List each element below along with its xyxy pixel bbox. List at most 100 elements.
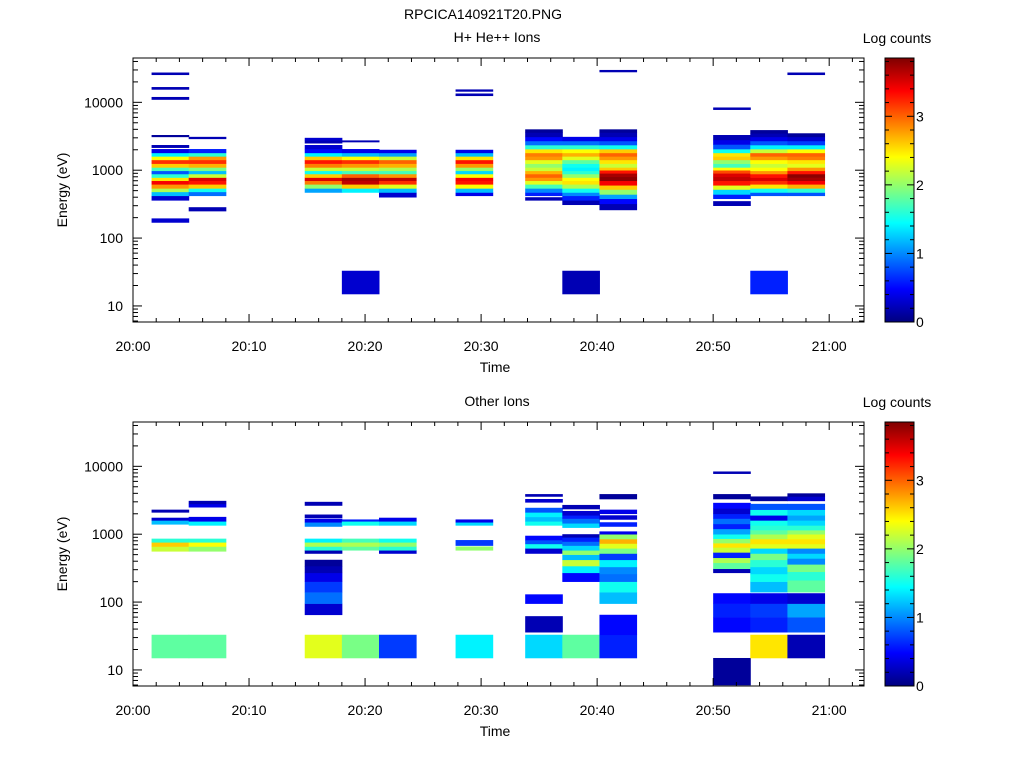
- top-heatmap-cell: [562, 195, 600, 201]
- top-heatmap-cell: [562, 167, 600, 172]
- bottom-heatmap-cell: [455, 634, 494, 659]
- top-heatmap-cell: [599, 189, 638, 195]
- bottom-heatmap-cell: [787, 580, 826, 593]
- bottom-heatmap-cell: [599, 566, 638, 575]
- top-heatmap-cell: [599, 156, 638, 161]
- figure-title: RPCICA140921T20.PNG: [404, 6, 562, 22]
- top-heatmap-cell: [304, 140, 343, 144]
- bottom-heatmap-cell: [304, 542, 343, 547]
- bottom-heatmap-cell: [525, 634, 563, 659]
- top-heatmap-cell: [525, 159, 563, 164]
- top-heatmap-cell: [341, 163, 380, 168]
- top-heatmap-cell: [599, 145, 638, 150]
- top-heatmap-cell: [188, 136, 227, 140]
- top-heatmap-cell: [378, 152, 417, 157]
- bottom-heatmap-cell: [713, 538, 751, 544]
- top-heatmap-cell: [151, 87, 190, 90]
- top-heatmap-cell: [562, 184, 600, 189]
- bottom-heatmap-cell: [750, 566, 788, 575]
- bottom-panel-ticks: 20:00 20:10 20:20 20:30 20:40 20:50 21:00 10 100…: [84, 422, 864, 718]
- top-panel-title: H+ He++ Ions: [454, 29, 541, 45]
- bottom-heatmap-cell: [304, 501, 343, 506]
- top-heatmap-cell: [525, 173, 563, 178]
- bottom-heatmap-cell: [750, 520, 788, 526]
- bottom-heatmap-cell: [599, 553, 638, 561]
- top-heatmap-cell: [599, 149, 638, 154]
- top-heatmap-cell: [151, 163, 190, 168]
- top-heatmap-cell: [341, 173, 380, 178]
- top-heatmap-cell: [341, 149, 380, 154]
- bottom-heatmap-cell: [787, 496, 826, 502]
- top-heatmap-cell: [455, 167, 494, 172]
- bottom-heatmap-cell: [750, 530, 788, 535]
- top-heatmap-cell: [713, 152, 751, 157]
- top-heatmap-cell: [750, 140, 788, 146]
- bottom-panel-y-axis-label: Energy (eV): [54, 517, 70, 592]
- bottom-heatmap-cell: [599, 634, 638, 659]
- top-heatmap-cell: [787, 145, 826, 150]
- top-heatmap-cell: [378, 149, 417, 154]
- top-heatmap-cell: [562, 170, 600, 175]
- top-heatmap-cell: [713, 135, 751, 141]
- bottom-heatmap-cell: [787, 493, 826, 497]
- top-heatmap-cell: [188, 180, 227, 185]
- top-heatmap-cell: [713, 167, 751, 171]
- top-heatmap-cell: [304, 167, 343, 172]
- top-heatmap-cell: [378, 177, 417, 182]
- top-heatmap-cell: [304, 188, 343, 193]
- bottom-heatmap-cell: [151, 634, 190, 659]
- bottom-heatmap-cell: [304, 572, 343, 582]
- top-heatmap-cell: [750, 149, 788, 154]
- bottom-heatmap-cell: [378, 542, 417, 547]
- top-heatmap-cell: [188, 152, 227, 157]
- bottom-panel-colorbar: 0 1 2 3: [884, 421, 924, 694]
- bottom-heatmap-cell: [713, 617, 751, 633]
- top-y-tick-label: 10: [107, 298, 123, 314]
- bottom-heatmap-cell: [713, 603, 751, 618]
- bottom-heatmap-cell: [304, 538, 343, 543]
- bottom-heatmap-cell: [713, 502, 751, 509]
- bottom-heatmap-cell: [787, 538, 826, 545]
- top-heatmap-cell: [787, 133, 826, 138]
- bottom-heatmap-cell: [599, 534, 638, 540]
- bottom-heatmap-cell: [455, 519, 494, 523]
- top-heatmap-cell: [750, 188, 788, 193]
- bottom-heatmap-cell: [562, 550, 600, 555]
- top-heatmap-cell: [599, 180, 638, 186]
- top-heatmap-cell: [599, 167, 638, 171]
- top-heatmap-cell: [304, 173, 343, 178]
- top-heatmap-cell: [599, 170, 638, 174]
- top-heatmap-cell: [378, 173, 417, 178]
- top-heatmap-cell: [787, 167, 826, 172]
- bottom-heatmap-cell: [599, 538, 638, 544]
- top-heatmap-cell: [562, 159, 600, 164]
- bottom-heatmap-cell: [304, 566, 343, 574]
- bottom-heatmap-cell: [304, 518, 343, 523]
- bottom-y-tick-label: 1000: [92, 526, 123, 542]
- bottom-heatmap-cell: [713, 657, 751, 686]
- bottom-heatmap-cell: [787, 617, 826, 633]
- top-heatmap-cell: [188, 170, 227, 175]
- bottom-heatmap-cell: [378, 634, 417, 659]
- top-heatmap-cell: [525, 170, 563, 175]
- bottom-heatmap-cell: [378, 521, 417, 526]
- top-heatmap-cell: [599, 69, 638, 73]
- bottom-heatmap-cell: [188, 546, 227, 552]
- top-heatmap-cell: [562, 173, 600, 178]
- top-heatmap-cell: [188, 207, 227, 212]
- top-heatmap-cell: [378, 170, 417, 175]
- top-heatmap-cell: [151, 180, 190, 185]
- top-heatmap-cell: [599, 159, 638, 164]
- top-heatmap-cell: [787, 156, 826, 161]
- top-heatmap-cell: [787, 184, 826, 189]
- top-heatmap-cell: [378, 159, 417, 164]
- top-heatmap-cell: [713, 159, 751, 164]
- top-x-tick-label: 20:50: [696, 338, 731, 354]
- top-colorbar-tick-label: 1: [916, 245, 924, 261]
- top-heatmap-cell: [750, 192, 788, 197]
- bottom-heatmap-cell: [525, 594, 563, 604]
- top-heatmap-cell: [378, 156, 417, 161]
- top-panel-frame: [132, 57, 865, 323]
- bottom-heatmap-cell: [188, 516, 227, 522]
- bottom-heatmap-cell: [750, 548, 788, 554]
